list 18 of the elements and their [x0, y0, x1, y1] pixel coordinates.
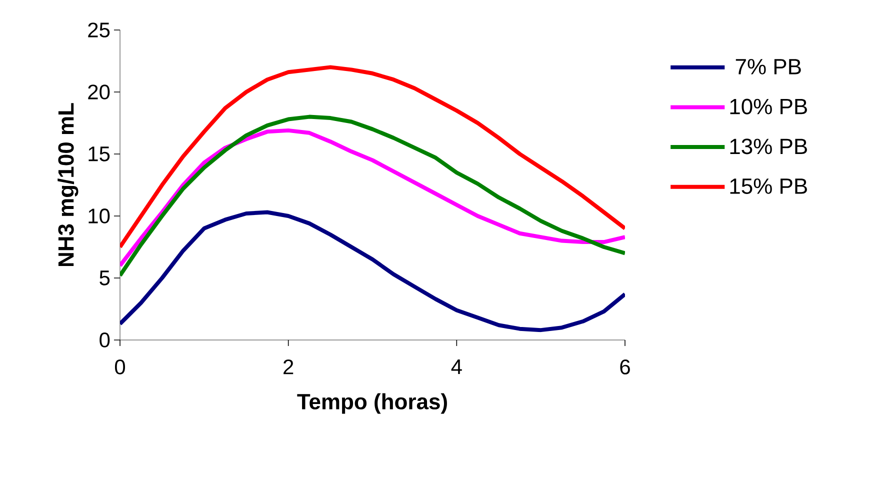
- y-tick-label: 5: [100, 270, 110, 286]
- legend-label: 15% PB: [730, 178, 807, 194]
- x-tick-label: 2: [284, 360, 294, 374]
- y-tick-label: 20: [88, 84, 110, 100]
- y-tick-label: 15: [88, 146, 110, 162]
- line-series: [120, 65, 625, 249]
- x-tick-label: 6: [620, 360, 630, 374]
- y-tick-label: 0: [100, 332, 110, 348]
- y-axis-title: NH3 mg/100 mL: [58, 103, 78, 266]
- legend-label: 7% PB: [736, 59, 801, 74]
- x-tick-label: 4: [451, 360, 462, 374]
- line-series: [120, 210, 625, 332]
- x-axis-title: Tempo (horas): [297, 393, 447, 414]
- legend-label: 13% PB: [730, 138, 807, 154]
- x-tick-label: 0: [114, 360, 126, 374]
- y-tick-label: 10: [88, 208, 110, 224]
- y-tick-label: 25: [88, 22, 110, 38]
- legend-label: 10% PB: [730, 98, 807, 114]
